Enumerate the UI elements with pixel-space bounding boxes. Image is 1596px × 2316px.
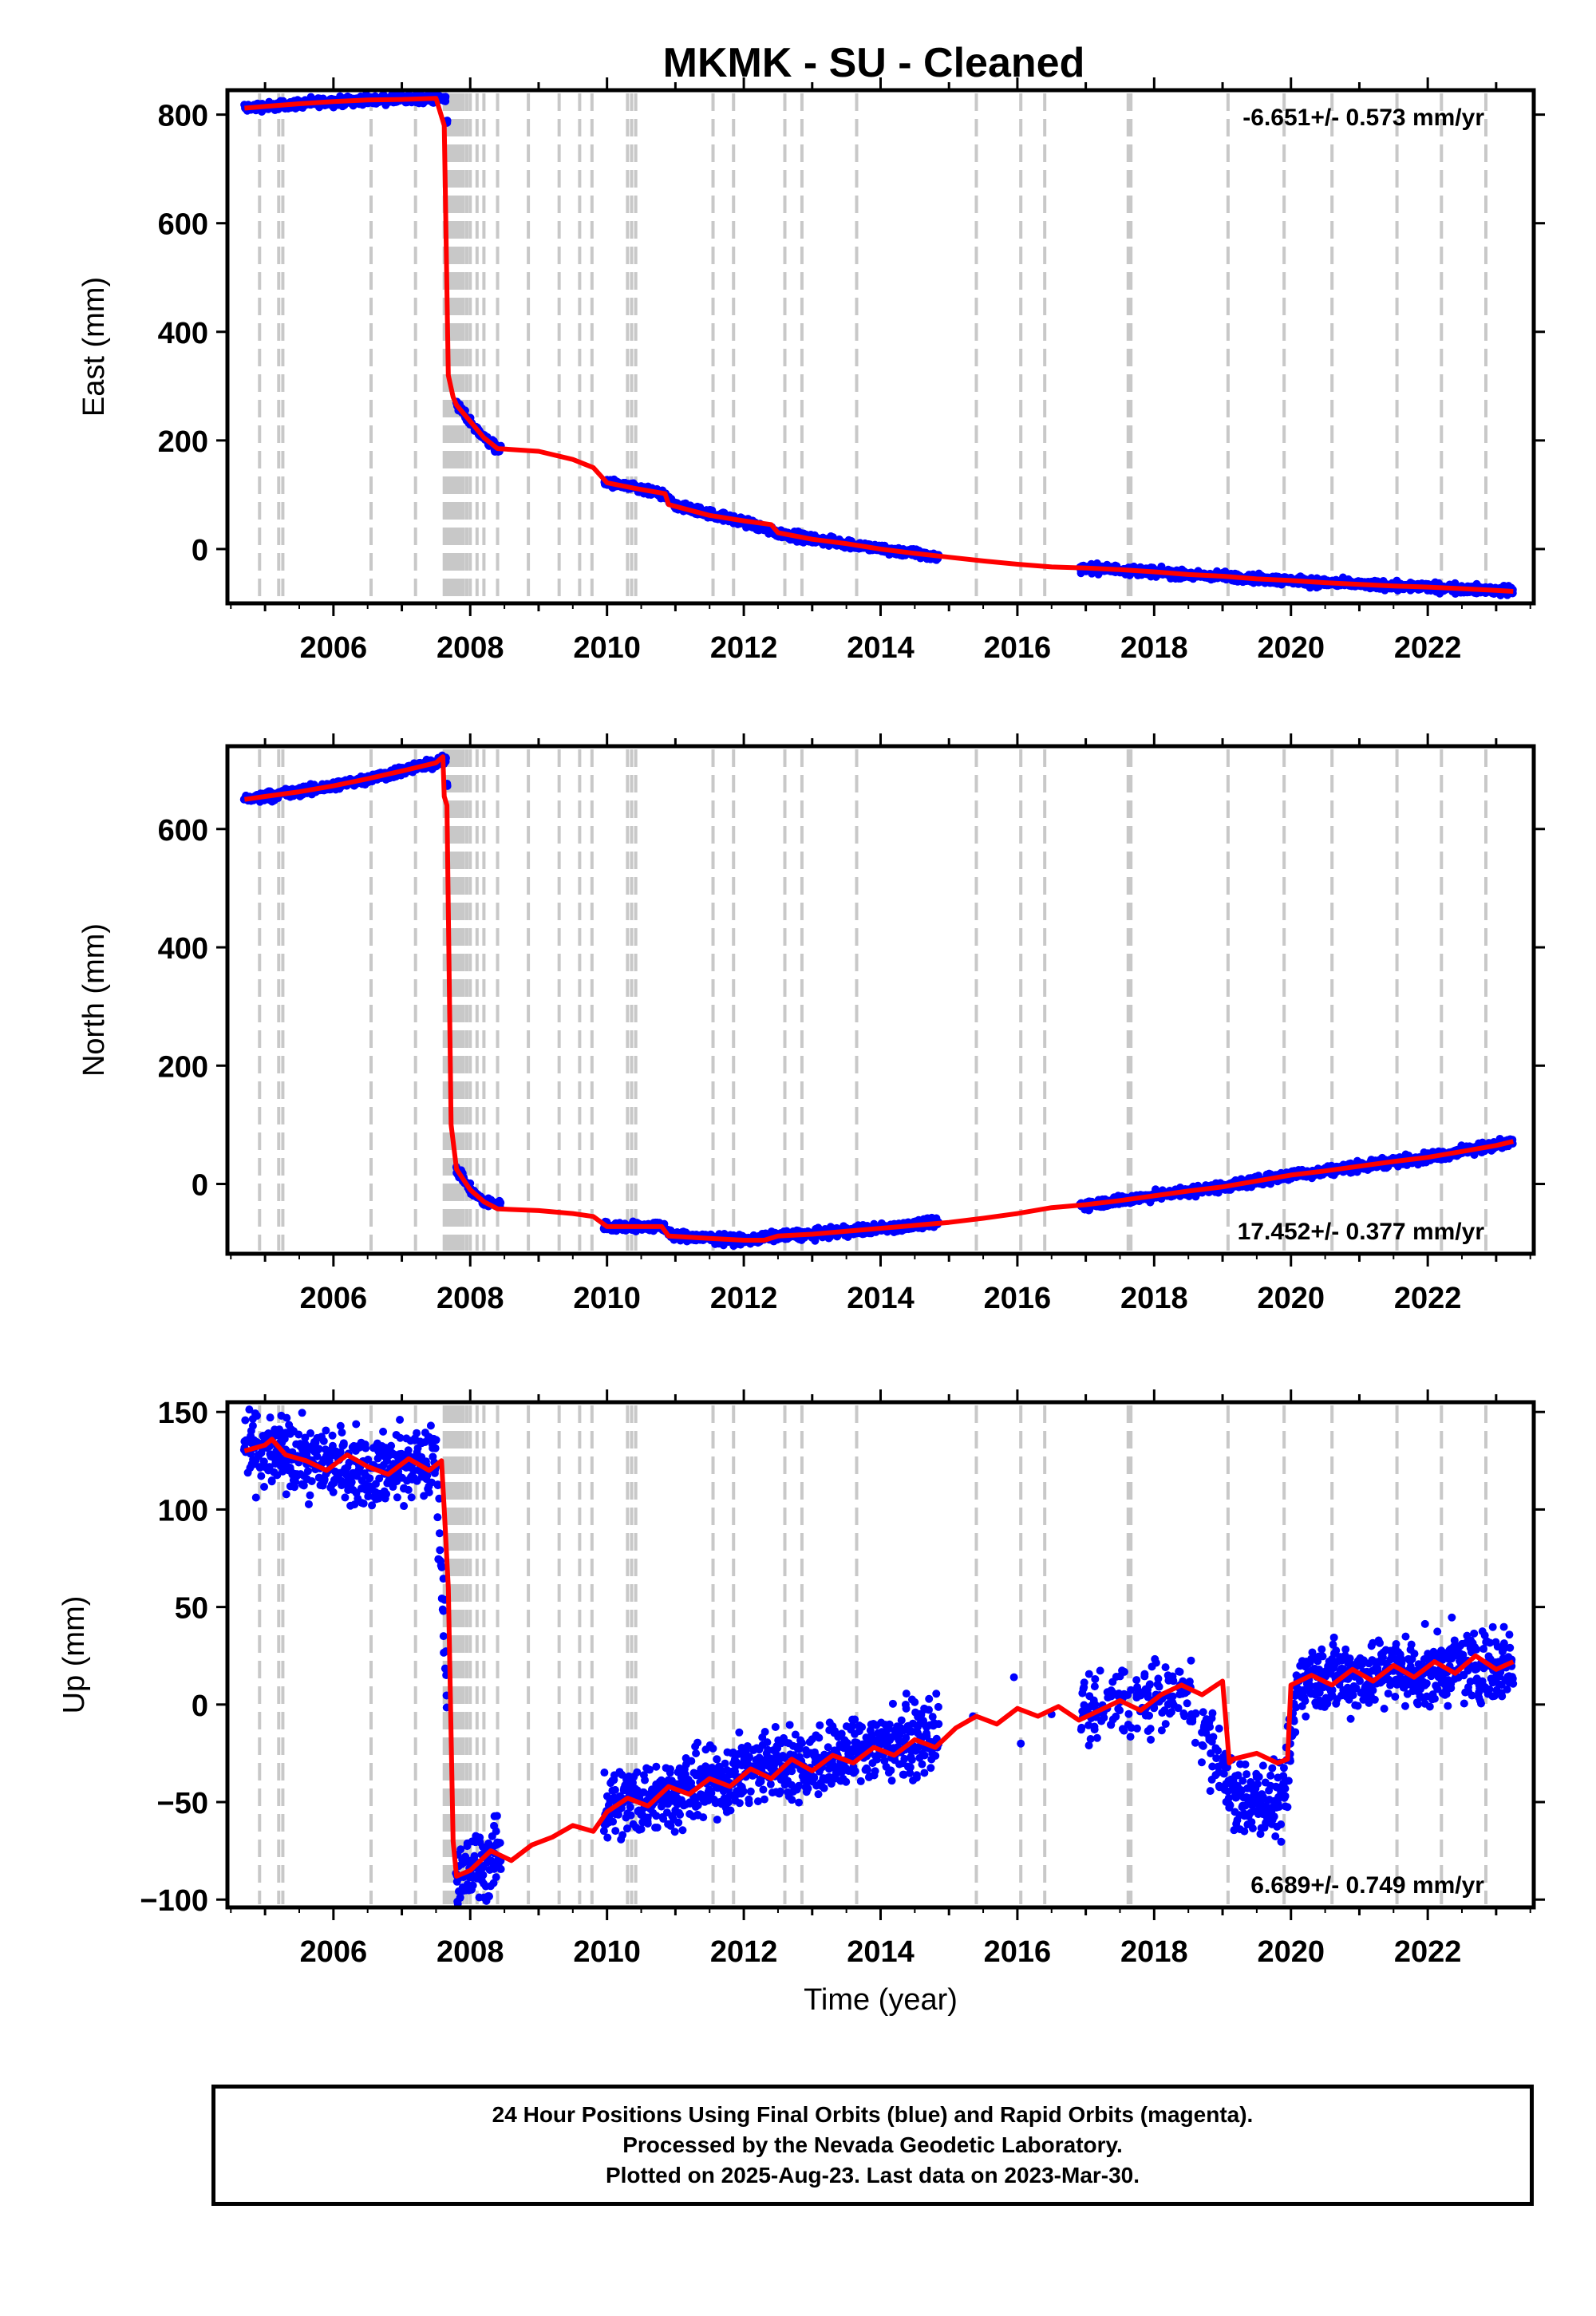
x-tick-label: 2008: [437, 631, 504, 665]
x-tick-label: 2016: [984, 1282, 1052, 1315]
data-point: [319, 1437, 328, 1445]
data-point: [441, 97, 450, 105]
data-point: [328, 1431, 337, 1440]
x-tick-label: 2022: [1394, 1282, 1462, 1315]
data-point: [307, 1476, 316, 1485]
series-final-orbits-points: [239, 751, 1517, 1251]
x-tick-label: 2010: [573, 631, 641, 665]
x-tick-label: 2018: [1120, 1282, 1188, 1315]
data-point: [260, 1482, 269, 1491]
data-point: [257, 1472, 266, 1480]
data-point: [336, 1421, 345, 1430]
x-tick-label: 2014: [847, 631, 915, 665]
gps-timeseries-figure: MKMK - SU - Cleaned 0 200 400 600 800 2006 200…: [57, 40, 1545, 2017]
series-final-orbits-points: [240, 89, 1517, 599]
x-tick-label: 2012: [710, 1282, 778, 1315]
data-point: [306, 1429, 315, 1437]
x-tick-label: 2018: [1120, 631, 1188, 665]
x-tick-label: 2006: [300, 1282, 368, 1315]
panel-east: 0 200 400 600 800 2006 2008 2010 2012 2014 2016 201…: [77, 77, 1545, 665]
data-point: [290, 1483, 299, 1492]
data-point: [341, 1493, 350, 1502]
y-tick-label: 0: [192, 1169, 208, 1203]
plot-frame: [225, 744, 1536, 1256]
y-tick-label: 800: [158, 100, 208, 133]
y-axis-label: North (mm): [77, 923, 111, 1077]
x-tick-label: 2016: [984, 631, 1052, 665]
x-tick-label: 2022: [1394, 631, 1462, 665]
data-point: [303, 1467, 312, 1476]
x-tick-label: 2020: [1257, 631, 1325, 665]
data-point: [322, 1426, 330, 1435]
velocity-label: 17.452+/- 0.377 mm/yr: [1238, 1219, 1485, 1245]
y-tick-label: 200: [158, 1050, 208, 1084]
data-point: [282, 1413, 291, 1422]
event-lines: [258, 93, 1488, 600]
data-point: [306, 1491, 314, 1500]
data-point: [251, 1493, 260, 1502]
x-tick-label: 2012: [710, 631, 778, 665]
y-tick-label: 600: [158, 208, 208, 242]
y-tick-label: 400: [158, 932, 208, 966]
y-tick-label: 0: [192, 534, 208, 567]
data-point: [329, 1488, 338, 1496]
figure-title: MKMK - SU - Cleaned: [663, 40, 1085, 86]
data-point: [338, 1428, 346, 1437]
data-point: [298, 1409, 306, 1417]
data-point: [248, 1421, 257, 1430]
plot-frame: [225, 88, 1536, 606]
data-point: [282, 1490, 290, 1499]
data-point: [304, 1500, 313, 1508]
x-tick-label: 2008: [437, 1282, 504, 1315]
panel-north: 0 200 400 600 2006 2008 2010 2012 2014 2016 2018 20…: [77, 733, 1545, 1315]
x-tick-label: 2010: [573, 1282, 641, 1315]
data-point: [252, 1411, 261, 1420]
data-point: [339, 1439, 348, 1448]
x-tick-label: 2014: [847, 1282, 915, 1315]
data-point: [266, 1413, 275, 1422]
y-tick-label: 400: [158, 317, 208, 350]
x-tick-label: 2020: [1257, 1282, 1325, 1315]
x-tick-label: 2006: [300, 631, 368, 665]
velocity-label: -6.651+/- 0.573 mm/yr: [1242, 105, 1484, 131]
y-tick-label: 200: [158, 425, 208, 459]
y-tick-label: 600: [158, 814, 208, 848]
series-final-orbits-points: [239, 1405, 1518, 1908]
y-axis-label: East (mm): [77, 277, 111, 417]
model-fit-line: [244, 96, 1514, 594]
data-point: [241, 1416, 250, 1425]
